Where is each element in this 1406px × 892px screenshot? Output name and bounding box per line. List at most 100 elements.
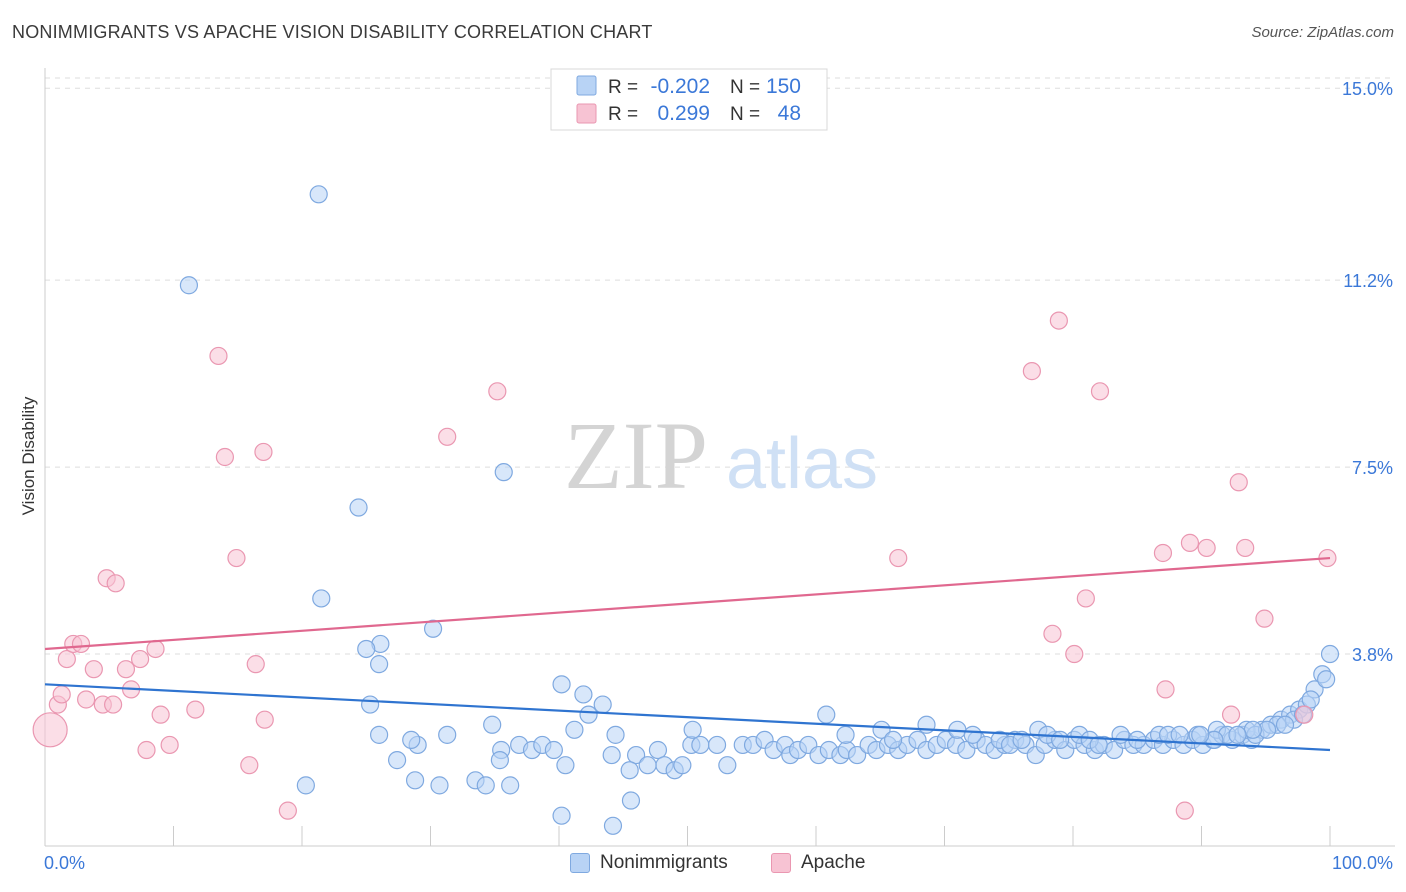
- data-point-apache: [1153, 543, 1173, 563]
- y-axis-label: Vision Disability: [19, 396, 38, 515]
- y-tick-label: 3.8%: [1352, 645, 1393, 665]
- data-point-nonimmigrants: [312, 589, 331, 608]
- data-point-apache: [255, 710, 274, 729]
- data-point-nonimmigrants: [370, 725, 389, 744]
- data-point-nonimmigrants: [602, 745, 621, 765]
- data-point-nonimmigrants: [1111, 725, 1130, 744]
- data-point-nonimmigrants: [1275, 715, 1295, 734]
- data-point-nonimmigrants: [621, 791, 641, 810]
- data-point-nonimmigrants: [1301, 690, 1320, 709]
- data-point-nonimmigrants: [817, 705, 836, 724]
- legend-swatch-apache: [576, 103, 597, 124]
- data-point-apache: [1180, 533, 1200, 552]
- data-point-apache: [1043, 624, 1062, 643]
- bottom-legend-item-apache: Apache: [771, 852, 865, 874]
- data-point-nonimmigrants: [848, 745, 867, 765]
- bottom-legend-swatch-apache: [771, 853, 791, 873]
- data-point-nonimmigrants: [872, 720, 891, 739]
- data-point-apache: [52, 685, 71, 704]
- data-point-nonimmigrants: [405, 771, 425, 790]
- series-apache: [32, 311, 1337, 820]
- y-tick-labels: 3.8% 7.5% 11.2% 15.0%: [1342, 79, 1393, 665]
- trend-line-apache: [44, 556, 1331, 651]
- data-point-apache: [151, 705, 170, 724]
- data-point-apache: [32, 712, 68, 748]
- data-point-nonimmigrants: [626, 745, 646, 765]
- x-tick-label: 0.0%: [44, 853, 85, 873]
- data-point-nonimmigrants: [476, 776, 495, 795]
- bottom-legend-label: Apache: [801, 852, 866, 873]
- chart-title: NONIMMIGRANTS VS APACHE VISION DISABILIT…: [12, 22, 653, 42]
- x-tick-labels: 0.0% 100.0%: [44, 853, 1393, 873]
- data-point-nonimmigrants: [490, 751, 509, 770]
- data-point-apache: [1221, 705, 1241, 724]
- data-point-apache: [1197, 538, 1216, 558]
- y-tick-label: 7.5%: [1352, 458, 1393, 478]
- data-point-nonimmigrants: [718, 756, 737, 775]
- data-point-nonimmigrants: [309, 185, 328, 204]
- data-point-nonimmigrants: [296, 776, 315, 795]
- data-point-nonimmigrants: [963, 725, 982, 744]
- data-point-apache: [1295, 705, 1314, 724]
- data-point-nonimmigrants: [1051, 730, 1070, 750]
- data-point-nonimmigrants: [836, 725, 855, 744]
- bottom-legend-label: Nonimmigrants: [600, 852, 728, 873]
- data-point-apache: [278, 801, 297, 820]
- data-point-apache: [77, 690, 96, 709]
- data-point-nonimmigrants: [361, 695, 380, 714]
- data-point-nonimmigrants: [673, 756, 692, 775]
- data-point-nonimmigrants: [357, 639, 376, 659]
- legend-n-label: N =: [730, 104, 760, 125]
- data-point-nonimmigrants: [494, 463, 513, 482]
- data-point-nonimmigrants: [574, 685, 593, 704]
- trend-line-nonimmigrants: [44, 683, 1331, 752]
- data-point-apache: [1065, 644, 1084, 664]
- data-point-apache: [1229, 473, 1248, 492]
- data-point-nonimmigrants: [593, 695, 612, 714]
- y-tick-label: 15.0%: [1342, 79, 1393, 99]
- data-point-apache: [1236, 538, 1255, 558]
- data-point-nonimmigrants: [883, 730, 903, 750]
- data-point-apache: [84, 660, 103, 679]
- data-point-apache: [1090, 382, 1110, 401]
- data-point-nonimmigrants: [552, 675, 571, 694]
- data-point-nonimmigrants: [179, 276, 199, 295]
- data-point-nonimmigrants: [501, 776, 520, 795]
- data-point-nonimmigrants: [565, 720, 584, 739]
- data-point-nonimmigrants: [691, 735, 710, 755]
- data-point-nonimmigrants: [402, 730, 421, 750]
- data-point-nonimmigrants: [1012, 730, 1031, 750]
- data-point-apache: [1175, 801, 1194, 820]
- data-point-apache: [1022, 362, 1041, 381]
- data-point-nonimmigrants: [349, 498, 368, 517]
- data-point-nonimmigrants: [603, 816, 623, 835]
- data-point-apache: [215, 447, 234, 467]
- legend-n-value: 48: [778, 102, 801, 125]
- data-point-nonimmigrants: [1191, 725, 1210, 744]
- legend-r-value: 0.299: [657, 102, 710, 125]
- data-point-apache: [1049, 311, 1068, 330]
- legend-r-value: -0.202: [650, 75, 710, 98]
- data-point-nonimmigrants: [620, 761, 639, 780]
- watermark-atlas: atlas: [726, 424, 878, 504]
- data-point-nonimmigrants: [606, 725, 625, 744]
- data-point-apache: [209, 346, 228, 366]
- data-point-nonimmigrants: [438, 725, 457, 744]
- legend-n-value: 150: [766, 75, 801, 98]
- data-point-nonimmigrants: [552, 806, 571, 825]
- data-point-nonimmigrants: [556, 756, 575, 775]
- legend-r-label: R =: [608, 77, 638, 98]
- data-point-nonimmigrants: [1317, 670, 1336, 689]
- legend-r-label: R =: [608, 104, 638, 125]
- data-point-apache: [71, 634, 91, 654]
- data-point-nonimmigrants: [387, 751, 407, 770]
- data-point-apache: [106, 574, 125, 593]
- data-point-nonimmigrants: [370, 655, 389, 674]
- data-point-nonimmigrants: [648, 740, 668, 760]
- data-point-apache: [1255, 609, 1274, 628]
- data-point-apache: [130, 649, 150, 669]
- data-point-nonimmigrants: [423, 619, 443, 638]
- bottom-legend-item-nonimmigrants: Nonimmigrants: [570, 852, 728, 874]
- bottom-legend-swatch-nonimmigrants: [570, 853, 590, 873]
